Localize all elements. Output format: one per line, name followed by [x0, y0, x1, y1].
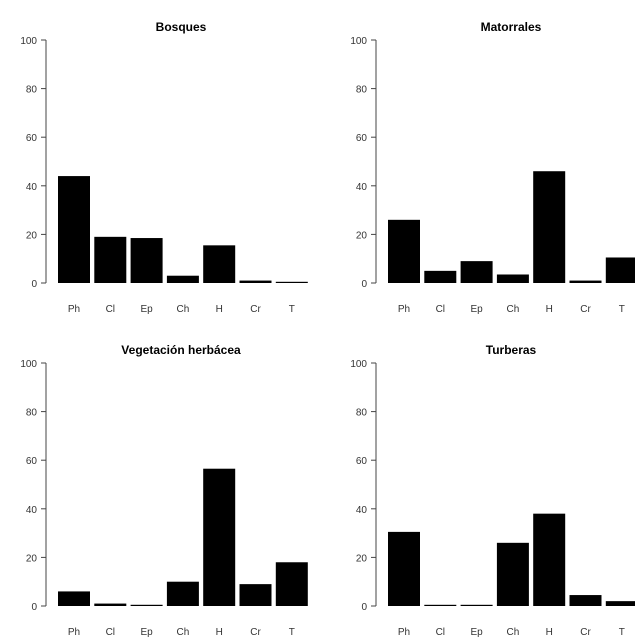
y-tick-label: 0	[31, 279, 37, 290]
x-tick-label: Ep	[470, 304, 483, 315]
y-tick-label: 0	[361, 279, 367, 290]
x-tick-label: T	[289, 627, 295, 638]
x-tick-label: Ph	[68, 304, 80, 315]
x-tick-label: Cl	[106, 627, 115, 638]
bar	[130, 238, 163, 283]
y-tick-label: 20	[26, 230, 38, 241]
chart-panel: Turberas 0 20 40 60 80 100 Ph Cl Ep Ch H Cr T	[350, 343, 635, 638]
bar	[496, 274, 529, 283]
bar	[605, 601, 635, 606]
x-tick-label: Ch	[507, 304, 520, 315]
bar	[94, 236, 127, 283]
y-tick-label: 60	[356, 133, 368, 144]
y-tick-label: 20	[356, 553, 368, 564]
x-tick-label: Cr	[580, 627, 591, 638]
y-tick-label: 40	[26, 182, 38, 193]
x-tick-label: Cl	[106, 304, 115, 315]
y-tick-label: 40	[356, 505, 368, 516]
bar	[388, 531, 420, 606]
bar	[533, 171, 566, 283]
y-tick-label: 80	[356, 85, 368, 96]
bar	[388, 219, 420, 283]
bar	[203, 245, 236, 283]
chart-title: Vegetación herbácea	[121, 343, 241, 357]
chart-title: Turberas	[486, 343, 537, 357]
x-tick-label: Cl	[436, 304, 445, 315]
y-tick-label: 100	[350, 359, 367, 370]
x-tick-label: H	[216, 627, 223, 638]
x-tick-label: Ch	[177, 627, 190, 638]
bar	[166, 275, 199, 283]
bar	[424, 604, 457, 606]
bar	[460, 261, 493, 283]
x-tick-label: H	[216, 304, 223, 315]
x-tick-label: Cr	[580, 304, 591, 315]
bar	[569, 280, 602, 283]
chart-panel: Bosques 0 20 40 60 80 100 Ph Cl Ep Ch H Cr T	[20, 20, 308, 315]
y-tick-label: 100	[20, 359, 37, 370]
bar	[275, 562, 308, 606]
bar	[275, 281, 308, 283]
x-tick-label: Cr	[250, 627, 261, 638]
bar	[130, 604, 163, 606]
x-tick-label: Ep	[470, 627, 483, 638]
chart-title: Bosques	[156, 20, 207, 34]
x-tick-label: Ch	[507, 627, 520, 638]
bar	[58, 591, 90, 606]
y-tick-label: 40	[26, 505, 38, 516]
y-tick-label: 20	[356, 230, 368, 241]
x-tick-label: H	[546, 304, 553, 315]
bar	[424, 270, 457, 283]
bar	[239, 280, 272, 283]
x-tick-label: Ch	[177, 304, 190, 315]
y-tick-label: 80	[356, 408, 368, 419]
x-tick-label: T	[619, 627, 625, 638]
x-tick-label: Ph	[398, 304, 410, 315]
y-tick-label: 0	[361, 602, 367, 613]
y-tick-label: 0	[31, 602, 37, 613]
chart-title: Matorrales	[481, 20, 542, 34]
bar	[58, 176, 90, 283]
x-tick-label: T	[289, 304, 295, 315]
y-tick-label: 80	[26, 408, 38, 419]
bar	[533, 513, 566, 606]
chart-panel: Matorrales 0 20 40 60 80 100 Ph Cl Ep Ch H Cr T	[350, 20, 635, 315]
y-tick-label: 60	[26, 133, 38, 144]
x-tick-label: Ep	[140, 627, 153, 638]
y-tick-label: 60	[26, 456, 38, 467]
x-tick-label: H	[546, 627, 553, 638]
bar	[460, 604, 493, 606]
bar	[166, 581, 199, 606]
bar	[496, 542, 529, 606]
x-tick-label: Ep	[140, 304, 153, 315]
bar	[203, 468, 236, 606]
y-tick-label: 100	[350, 36, 367, 47]
y-tick-label: 20	[26, 553, 38, 564]
bar	[239, 584, 272, 606]
x-tick-label: T	[619, 304, 625, 315]
bar	[94, 603, 127, 606]
bar	[569, 595, 602, 606]
y-tick-label: 100	[20, 36, 37, 47]
y-tick-label: 60	[356, 456, 368, 467]
y-tick-label: 80	[26, 85, 38, 96]
chart-panel: Vegetación herbácea 0 20 40 60 80 100 Ph Cl Ep Ch H…	[20, 343, 308, 638]
y-tick-label: 40	[356, 182, 368, 193]
bar	[605, 257, 635, 283]
x-tick-label: Ph	[68, 627, 80, 638]
x-tick-label: Ph	[398, 627, 410, 638]
x-tick-label: Cr	[250, 304, 261, 315]
x-tick-label: Cl	[436, 627, 445, 638]
